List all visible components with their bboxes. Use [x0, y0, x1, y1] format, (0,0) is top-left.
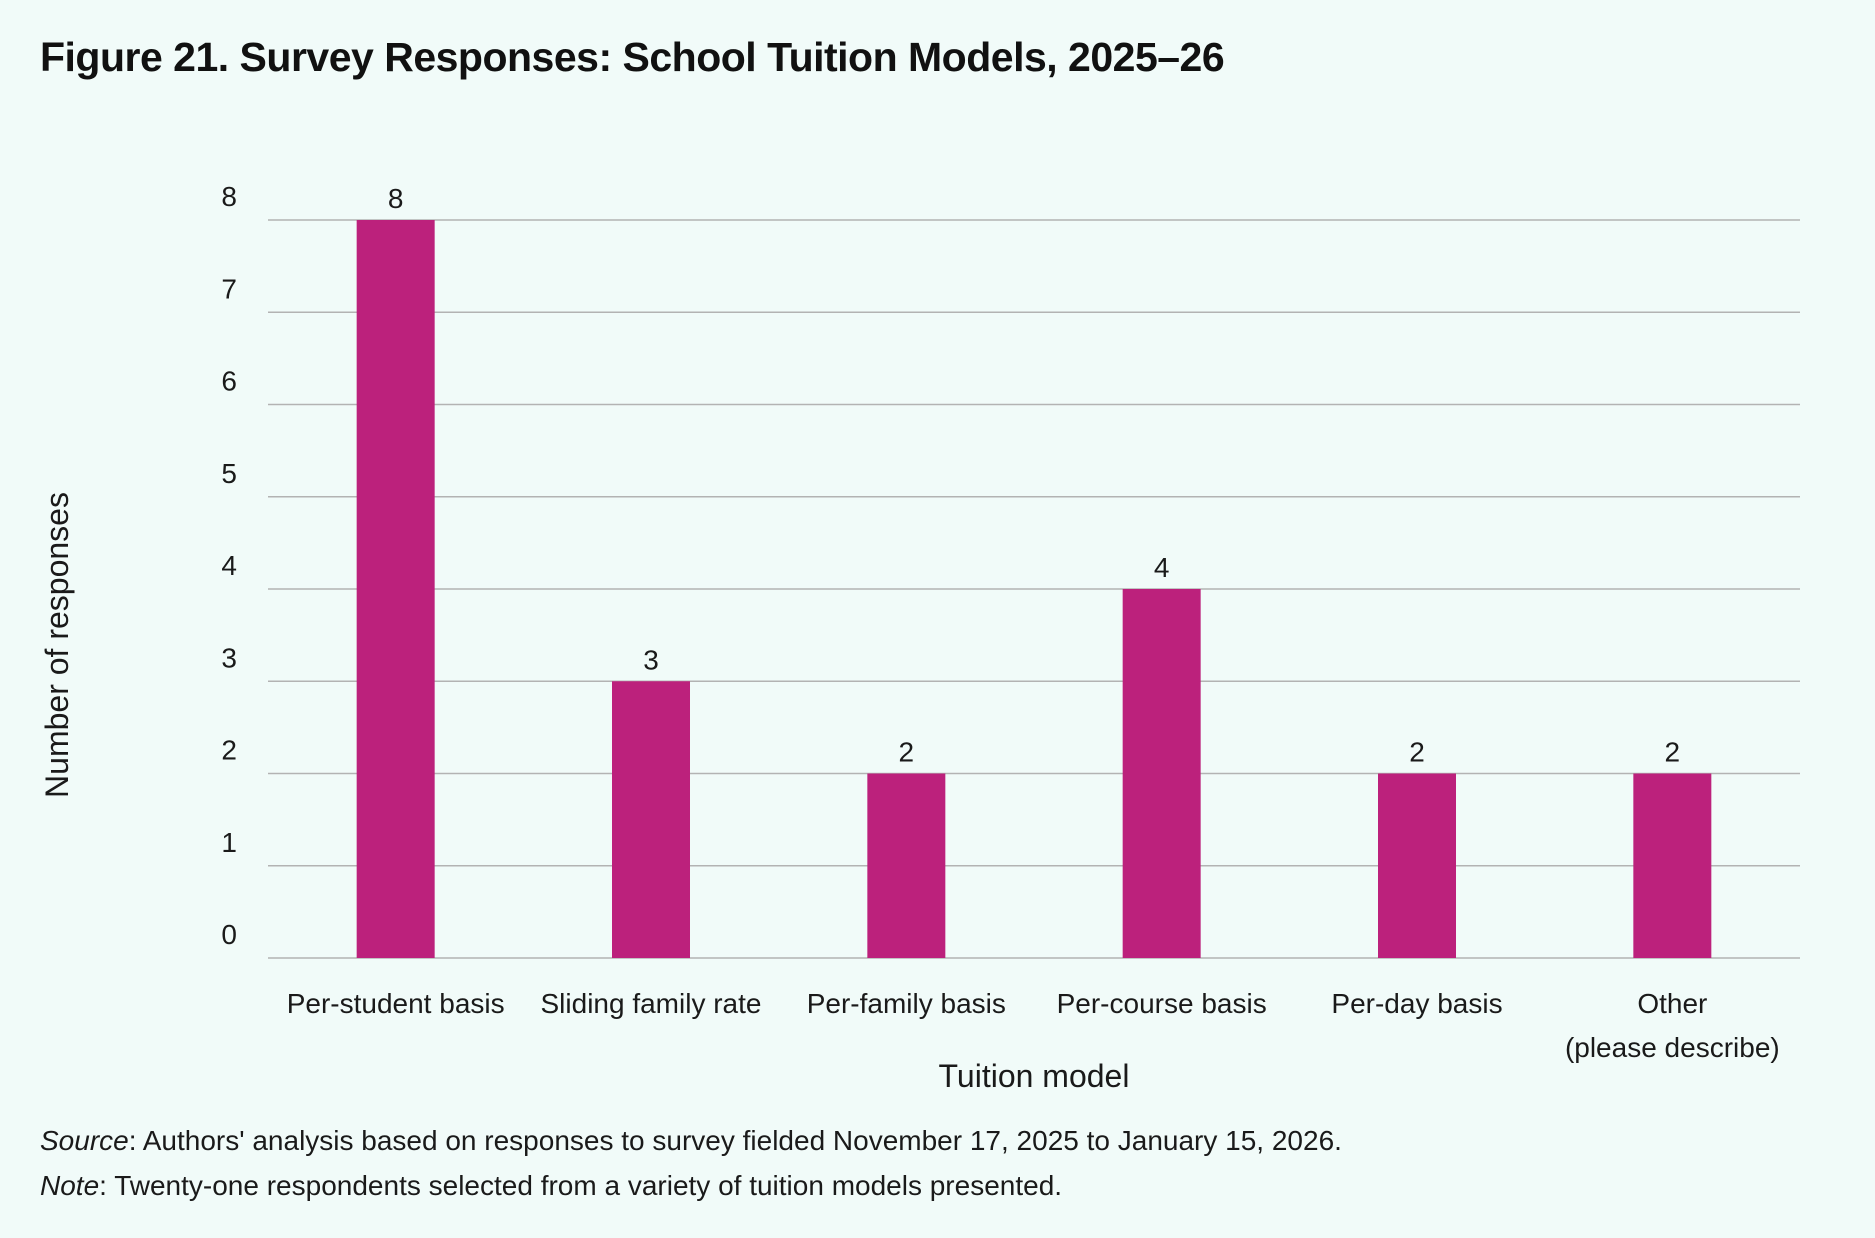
x-axis-title: Tuition model: [939, 1058, 1130, 1094]
bar: [1122, 589, 1201, 958]
bar: [1378, 773, 1456, 958]
bar: [612, 681, 690, 958]
y-tick-label: 2: [221, 735, 237, 766]
y-axis-title: Number of responses: [39, 492, 75, 798]
source-label: Source: [40, 1125, 129, 1156]
y-tick-label: 1: [221, 827, 237, 858]
data-label: 2: [899, 737, 915, 768]
data-label: 2: [1665, 737, 1681, 768]
note-line: Note: Twenty-one respondents selected fr…: [40, 1163, 1342, 1208]
x-tick-label: Per-student basis: [287, 988, 505, 1019]
x-tick-label: Sliding family rate: [541, 988, 762, 1019]
y-tick-label: 0: [221, 919, 237, 950]
x-tick-label: Other: [1637, 988, 1707, 1019]
note-label: Note: [40, 1170, 100, 1201]
data-label: 4: [1154, 552, 1170, 583]
x-tick-label: Per-family basis: [807, 988, 1006, 1019]
y-tick-label: 4: [221, 550, 237, 581]
y-tick-label: 7: [221, 273, 237, 304]
source-note: Source: Authors' analysis based on respo…: [40, 1118, 1342, 1163]
data-label: 2: [1409, 737, 1425, 768]
x-tick-label: (please describe): [1565, 1032, 1780, 1063]
bar: [356, 220, 435, 958]
y-tick-label: 8: [221, 181, 237, 212]
bar: [867, 773, 946, 958]
data-label: 3: [643, 644, 659, 675]
chart-title: Figure 21. Survey Responses: School Tuit…: [40, 34, 1225, 80]
y-tick-label: 5: [221, 458, 237, 489]
x-tick-label: Per-day basis: [1331, 988, 1502, 1019]
bar: [1633, 773, 1712, 958]
data-label: 8: [388, 183, 404, 214]
note-text: : Twenty-one respondents selected from a…: [99, 1170, 1063, 1201]
y-tick-label: 6: [221, 366, 237, 397]
figure-notes: Source: Authors' analysis based on respo…: [40, 1118, 1342, 1208]
y-tick-label: 3: [221, 642, 237, 673]
source-text: : Authors' analysis based on responses t…: [128, 1125, 1342, 1156]
x-tick-label: Per-course basis: [1057, 988, 1267, 1019]
